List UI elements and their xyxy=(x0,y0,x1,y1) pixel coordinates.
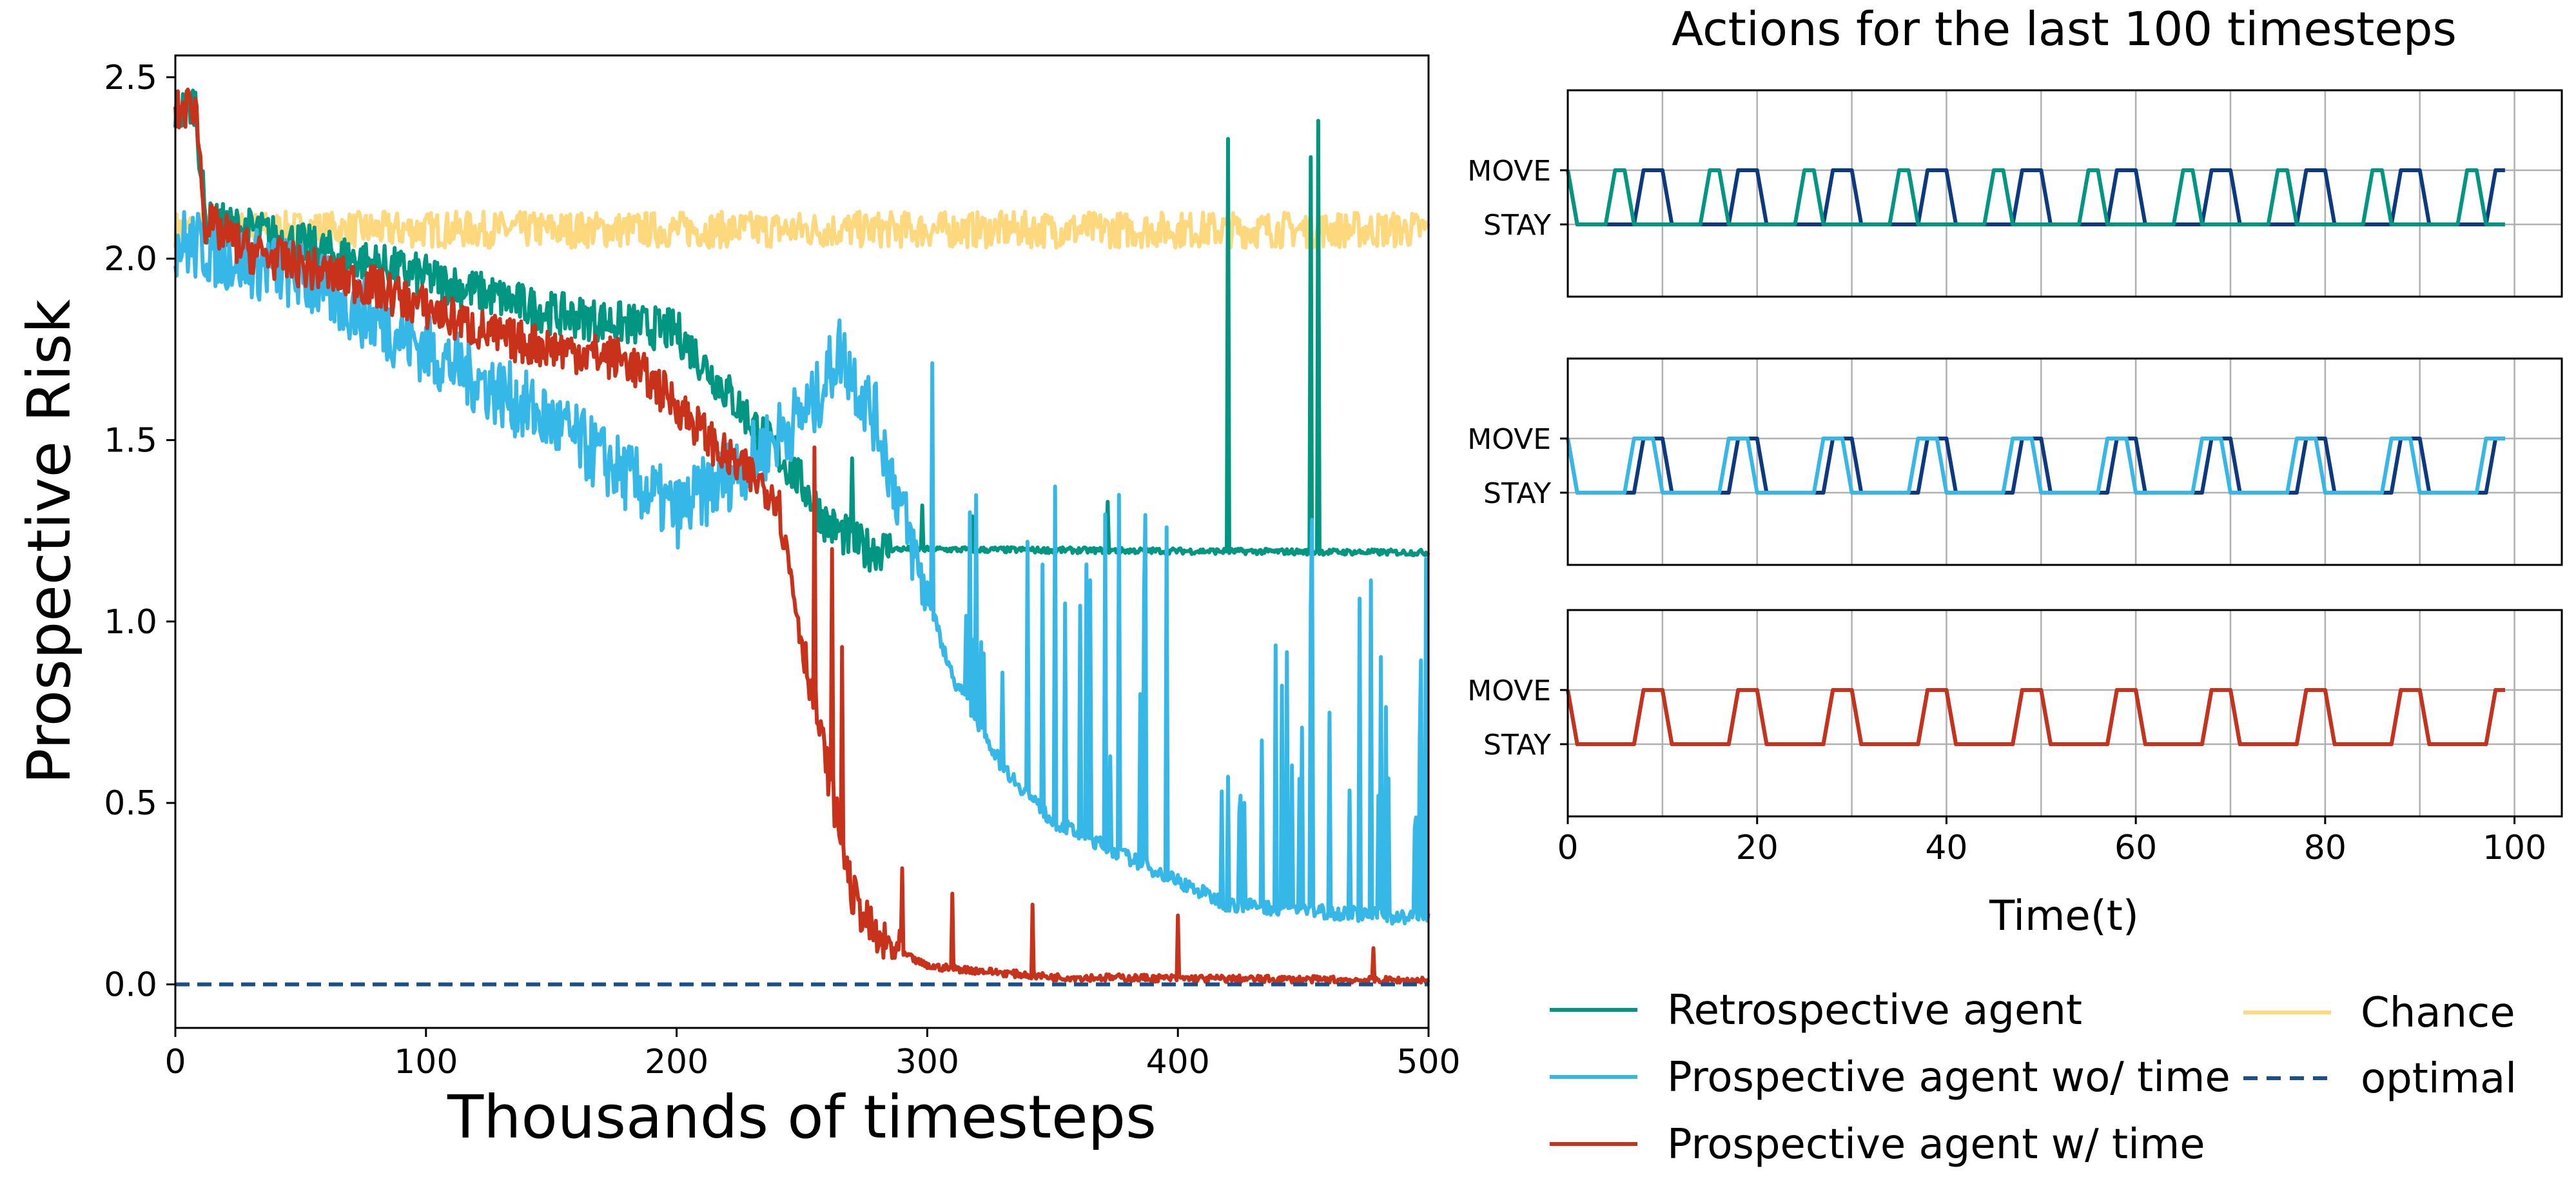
x-tick-label: 60 xyxy=(2114,829,2157,867)
series-line-retrospective xyxy=(173,88,1430,573)
legend-item-optimal: optimal xyxy=(2243,1055,2517,1103)
x-tick-label: 80 xyxy=(2304,829,2347,867)
y-tick-label: 0.0 xyxy=(104,965,157,1004)
x-tick-label: 100 xyxy=(394,1043,458,1081)
x-tick-label: 400 xyxy=(1146,1043,1210,1081)
prospective-w-time-actions: MOVE STAY 0 20 40 60 80 100 xyxy=(1467,609,2563,867)
legend-item-prospective_w_time: Prospective agent w/ time xyxy=(1550,1121,2205,1168)
risk-chart: 0 100 200 300 400 500 0.0 0.5 1.0 1.5 2.0 2.5 Thous… xyxy=(15,54,1461,1152)
legend-label: Chance xyxy=(2361,989,2515,1037)
y-tick-label: 1.5 xyxy=(104,421,157,460)
risk-series-group xyxy=(173,87,1430,987)
legend-item-prospective_wo_time: Prospective agent wo/ time xyxy=(1550,1054,2230,1101)
action-line-dark_action xyxy=(1566,688,2505,746)
panel-frame xyxy=(1566,89,2563,298)
panel-frame xyxy=(1566,609,2563,818)
legend-item-chance: Chance xyxy=(2243,989,2515,1037)
actions-xlabel: Time(t) xyxy=(1989,892,2139,940)
action-line-prospective_wo_time xyxy=(1566,437,2505,495)
cat-label-move: MOVE xyxy=(1467,155,1551,188)
panel-frame xyxy=(1566,357,2563,566)
x-tick-label: 500 xyxy=(1396,1043,1460,1081)
prospective-wo-time-actions: MOVE STAY xyxy=(1467,357,2563,566)
y-tick-label: 1.0 xyxy=(104,603,157,642)
x-tick-label: 20 xyxy=(1736,829,1779,867)
actions-chart: Actions for the last 100 timesteps MOVE S… xyxy=(1467,2,2563,940)
legend: Retrospective agent Prospective agent wo/… xyxy=(1550,987,2517,1168)
action-panels: MOVE STAY MOVE STAY MOVE STAY 0 20 40 60 80 100 xyxy=(1467,89,2563,867)
legend-label: Retrospective agent xyxy=(1667,987,2082,1034)
y-tick-label: 0.5 xyxy=(104,784,157,823)
action-line-retrospective xyxy=(1566,168,2505,226)
x-tick-label: 100 xyxy=(2483,829,2546,867)
retrospective-actions: MOVE STAY xyxy=(1467,89,2563,298)
legend-item-retrospective: Retrospective agent xyxy=(1550,987,2082,1034)
y-tick-label: 2.5 xyxy=(104,59,157,97)
x-tick-label: 300 xyxy=(895,1043,959,1081)
series-line-chance xyxy=(173,210,1430,250)
x-tick-label: 40 xyxy=(1925,829,1967,867)
risk-xlabel: Thousands of timesteps xyxy=(447,1083,1156,1152)
action-line-prospective_w_time xyxy=(1566,688,2505,746)
risk-chart-frame xyxy=(174,54,1430,1029)
risk-ylabel: Prospective Risk xyxy=(15,299,84,784)
cat-label-stay: STAY xyxy=(1483,477,1551,510)
x-tick-label: 200 xyxy=(645,1043,708,1081)
cat-label-move: MOVE xyxy=(1467,423,1551,456)
risk-chart-ticks: 0 100 200 300 400 500 0.0 0.5 1.0 1.5 2.0 2.5 xyxy=(104,59,1460,1081)
x-tick-label: 0 xyxy=(164,1043,186,1081)
legend-label: Prospective agent w/ time xyxy=(1667,1121,2205,1168)
x-tick-label: 0 xyxy=(1557,829,1578,867)
series-line-prospective_w_time xyxy=(173,87,1430,985)
cat-label-move: MOVE xyxy=(1467,675,1551,707)
cat-label-stay: STAY xyxy=(1483,729,1551,762)
actions-title: Actions for the last 100 timesteps xyxy=(1672,2,2457,56)
series-line-prospective_wo_time xyxy=(173,210,1430,926)
cat-label-stay: STAY xyxy=(1483,209,1551,242)
y-tick-label: 2.0 xyxy=(104,240,157,279)
legend-label: Prospective agent wo/ time xyxy=(1667,1054,2230,1101)
legend-label: optimal xyxy=(2361,1055,2517,1103)
